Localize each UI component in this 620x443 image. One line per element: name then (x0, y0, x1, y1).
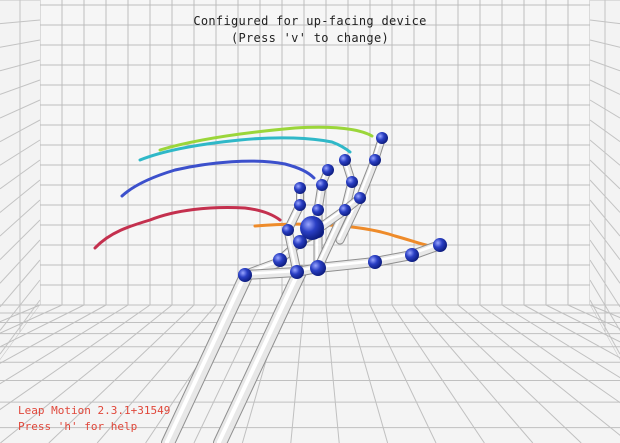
bone (313, 257, 380, 273)
middle-trail (120, 159, 316, 198)
grid-line (290, 304, 305, 443)
joint (294, 199, 306, 211)
joint (322, 164, 334, 176)
grid-line (369, 304, 437, 443)
grid-line (0, 304, 129, 385)
config-hint-text: (Press 'v' to change) (230, 31, 390, 45)
joint (238, 268, 252, 282)
grid-line (391, 304, 485, 443)
grid-line (435, 304, 582, 443)
joint (368, 255, 382, 269)
grid-line (48, 304, 195, 443)
grid-line (545, 304, 620, 343)
joint (273, 253, 287, 267)
grid-line (0, 304, 107, 364)
joint (354, 192, 366, 204)
device-config-banner: Configured for up-facing device (Press '… (0, 13, 620, 47)
grid-line (523, 304, 620, 359)
grid-line (501, 304, 620, 379)
joint (294, 182, 306, 194)
version-text: Leap Motion 2.3.1+31549 (18, 404, 171, 417)
grid-line (0, 304, 85, 348)
joint (282, 224, 294, 236)
bone (355, 155, 380, 203)
grid-line (0, 304, 151, 411)
grid-line (193, 304, 261, 443)
joint (339, 204, 351, 216)
joint (300, 216, 324, 240)
joint (376, 132, 388, 144)
joint (369, 154, 381, 166)
bone (213, 265, 307, 443)
joint (405, 248, 419, 262)
bone (161, 271, 252, 443)
joint (316, 179, 328, 191)
index-trail (93, 206, 282, 250)
grid-line (479, 304, 620, 404)
help-hint-text: Press 'h' for help (18, 420, 138, 433)
grid-line (457, 304, 620, 436)
grid-line (0, 304, 173, 443)
grid-line (96, 304, 217, 443)
bone (240, 267, 302, 280)
joint (339, 154, 351, 166)
config-status-text: Configured for up-facing device (193, 14, 427, 28)
grid-line (347, 304, 389, 443)
floor (0, 305, 620, 443)
pinky-trail (158, 125, 374, 152)
ring-trail (138, 136, 352, 162)
joint (433, 238, 447, 252)
joint (346, 176, 358, 188)
grid-line (413, 304, 534, 443)
bone (283, 225, 302, 277)
joint (310, 260, 326, 276)
joint (293, 235, 307, 249)
joint (290, 265, 304, 279)
hand-skeleton-icon (161, 132, 447, 443)
grid-line (0, 304, 63, 334)
status-overlay: Leap Motion 2.3.1+31549 Press 'h' for he… (18, 403, 170, 435)
grid-line (325, 304, 340, 443)
joint (312, 204, 324, 216)
floor-grid-lines (0, 304, 620, 443)
grid-line (567, 304, 620, 330)
